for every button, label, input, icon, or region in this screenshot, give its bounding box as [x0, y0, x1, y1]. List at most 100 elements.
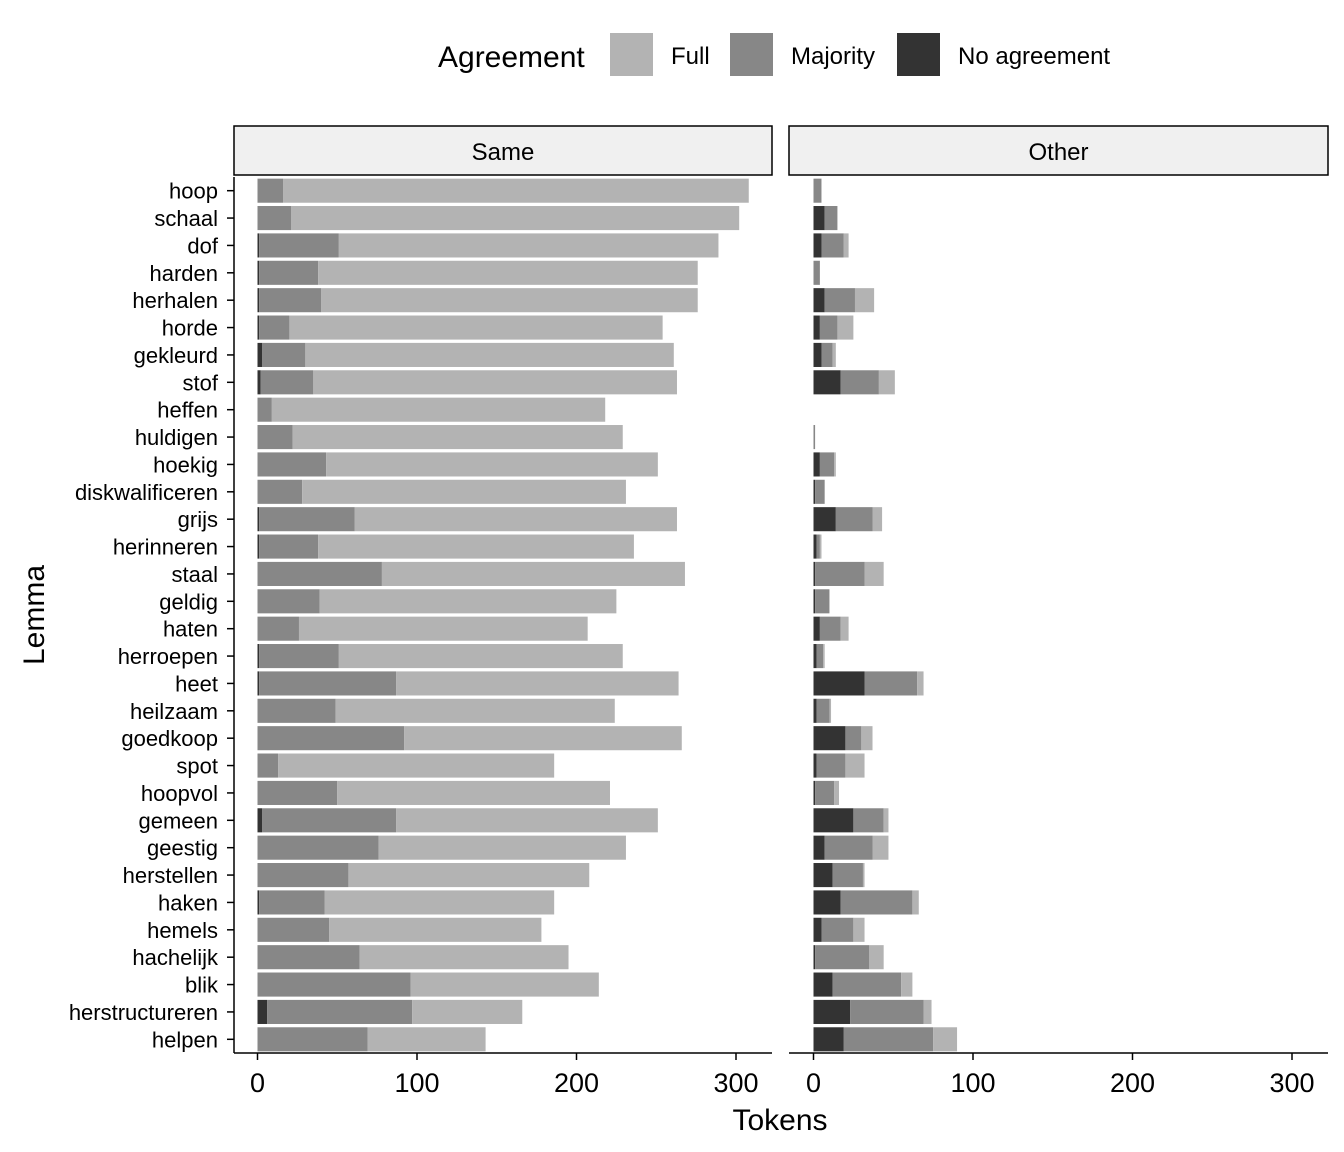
bar-staal-full: [864, 561, 884, 586]
y-tick-label: gekleurd: [134, 343, 218, 368]
panel-other: Other 0 100 200 300: [788, 125, 1329, 1098]
legend-swatch-no-agreement: [897, 33, 940, 76]
bar-geestig-no-agreement: [813, 835, 825, 860]
bar-blik-no-agreement: [813, 972, 833, 997]
y-tick-label: heffen: [157, 398, 218, 423]
bar-hoopvol-majority: [257, 780, 338, 805]
bar-heilzaam-full: [829, 698, 832, 723]
bar-hemels-full: [329, 917, 542, 942]
legend-swatch-majority: [730, 33, 773, 76]
y-tick-label: spot: [176, 754, 218, 779]
y-tick-label: diskwalificeren: [75, 480, 218, 505]
x-tick-label: 100: [394, 1068, 439, 1098]
bar-herstructureren-majority: [850, 999, 924, 1024]
bar-gemeen-majority: [262, 808, 397, 833]
bar-heffen-majority: [257, 397, 272, 422]
bar-herhalen-no-agreement: [257, 288, 260, 313]
bar-hoekig-full: [834, 452, 836, 477]
y-tick-label: herstructureren: [69, 1000, 218, 1025]
bar-herroepen-majority: [816, 644, 824, 669]
bar-herinneren-no-agreement: [813, 534, 817, 559]
bar-hoop-majority: [257, 178, 284, 203]
bar-herstructureren-full: [923, 999, 932, 1024]
y-tick-label: horde: [162, 316, 218, 341]
bar-heet-majority: [259, 671, 397, 696]
bar-gekleurd-majority: [262, 342, 306, 367]
bar-spot-full: [278, 753, 555, 778]
bar-herstructureren-no-agreement: [257, 999, 268, 1024]
bar-grijs-majority: [259, 507, 355, 532]
bar-haken-full: [324, 890, 555, 915]
bar-diskwalificeren-majority: [815, 479, 825, 504]
panel-strip: [788, 125, 1329, 176]
bar-spot-majority: [257, 753, 279, 778]
bar-grijs-no-agreement: [257, 507, 260, 532]
bar-geldig-majority: [815, 589, 830, 614]
bar-blik-majority: [257, 972, 411, 997]
bar-herroepen-full: [823, 644, 825, 669]
chart-panels: Same 0 100 200 300 Other 0 100 200 300: [233, 125, 1329, 1098]
bar-haken-no-agreement: [257, 890, 260, 915]
bar-geestig-majority: [824, 835, 873, 860]
bar-hachelijk-majority: [257, 945, 360, 970]
x-tick-label: 0: [250, 1068, 265, 1098]
bar-harden-full: [318, 260, 698, 285]
y-axis-title: Lemma: [18, 565, 51, 665]
bar-grijs-majority: [835, 507, 873, 532]
x-tick-label: 300: [713, 1068, 758, 1098]
bar-blik-full: [901, 972, 913, 997]
bar-grijs-no-agreement: [813, 507, 836, 532]
bar-diskwalificeren-no-agreement: [813, 479, 816, 504]
y-tick-label: geestig: [147, 836, 218, 861]
y-tick-label: staal: [172, 562, 218, 587]
bar-herroepen-no-agreement: [257, 644, 260, 669]
x-tick-label: 200: [554, 1068, 599, 1098]
bar-herstellen-full: [862, 863, 865, 888]
bar-herstellen-majority: [257, 863, 349, 888]
bar-gekleurd-no-agreement: [813, 342, 822, 367]
bar-hemels-majority: [257, 917, 330, 942]
y-tick-label: huldigen: [135, 425, 218, 450]
bar-schaal-majority: [824, 206, 838, 231]
bar-spot-majority: [816, 753, 846, 778]
bar-haken-majority: [840, 890, 913, 915]
bar-herstructureren-no-agreement: [813, 999, 851, 1024]
bar-dof-no-agreement: [813, 233, 822, 258]
bar-herstructureren-full: [412, 999, 523, 1024]
bar-spot-full: [845, 753, 865, 778]
bar-hoekig-full: [326, 452, 658, 477]
y-tick-label: blik: [185, 973, 219, 998]
bar-stof-no-agreement: [813, 370, 841, 395]
legend-label-full: Full: [671, 43, 710, 70]
bar-herinneren-majority: [259, 534, 319, 559]
legend-label-majority: Majority: [791, 43, 875, 70]
bar-hoopvol-no-agreement: [813, 780, 816, 805]
bar-herinneren-no-agreement: [257, 534, 260, 559]
y-tick-label: dof: [187, 233, 218, 258]
bar-herhalen-full: [854, 288, 875, 313]
bar-helpen-full: [933, 1027, 958, 1052]
bar-hachelijk-full: [869, 945, 884, 970]
bar-heet-majority: [864, 671, 918, 696]
bar-geestig-majority: [257, 835, 379, 860]
y-tick-label: haken: [158, 890, 218, 915]
bar-hachelijk-majority: [815, 945, 870, 970]
bar-grijs-full: [354, 507, 677, 532]
bar-heet-no-agreement: [813, 671, 865, 696]
bar-gekleurd-full: [832, 342, 836, 367]
y-tick-label: schaal: [154, 206, 218, 231]
bar-hoekig-majority: [819, 452, 835, 477]
bar-gemeen-no-agreement: [257, 808, 263, 833]
bar-goedkoop-full: [861, 726, 873, 751]
bar-heilzaam-no-agreement: [813, 698, 817, 723]
bar-spot-no-agreement: [813, 753, 817, 778]
y-tick-label: helpen: [152, 1027, 218, 1052]
panel-strip-label: Other: [1028, 139, 1088, 166]
bar-haken-majority: [259, 890, 325, 915]
bar-heet-no-agreement: [257, 671, 260, 696]
bar-dof-full: [843, 233, 849, 258]
bar-hoopvol-full: [834, 780, 840, 805]
bar-haten-majority: [819, 616, 841, 641]
bar-herroepen-no-agreement: [813, 644, 817, 669]
